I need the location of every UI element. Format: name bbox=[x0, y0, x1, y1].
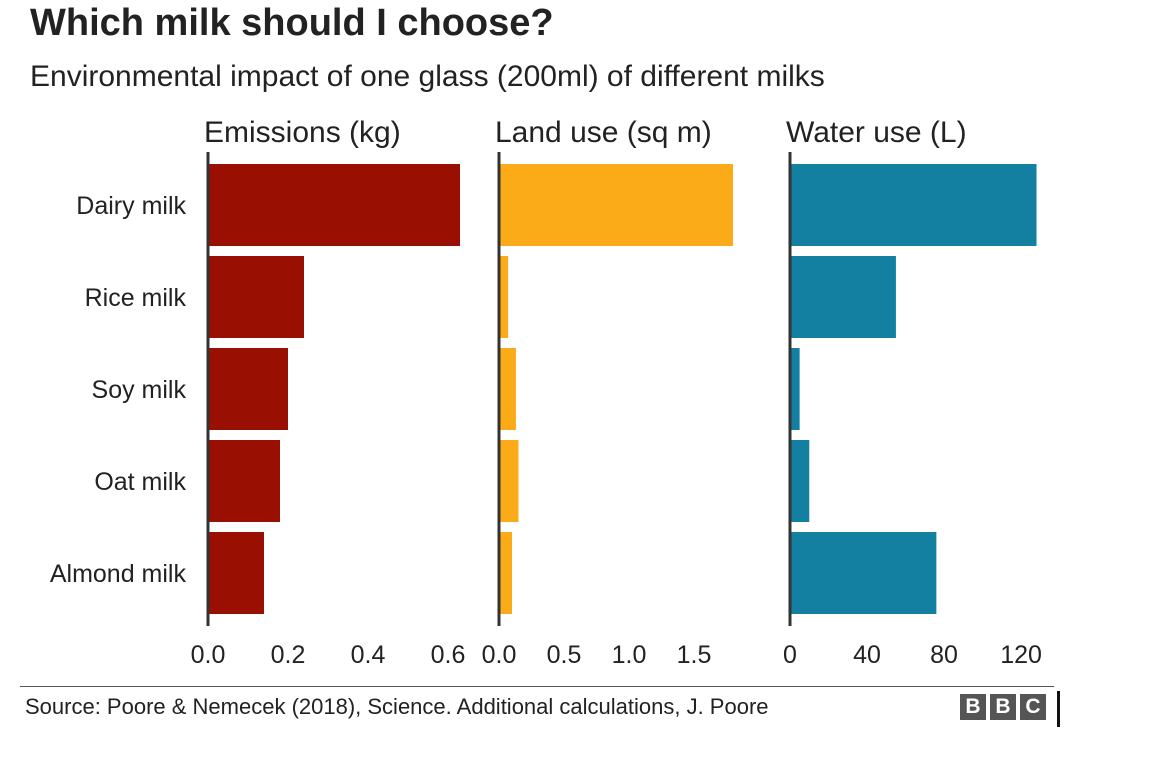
tick-label: 40 bbox=[853, 641, 881, 669]
panel-header: Emissions (kg) bbox=[204, 116, 401, 149]
chart-title: Which milk should I choose? bbox=[30, 2, 554, 44]
tick-label: 0.0 bbox=[191, 641, 226, 669]
chart-subtitle: Environmental impact of one glass (200ml… bbox=[30, 60, 825, 93]
bar bbox=[790, 440, 810, 522]
bar bbox=[208, 164, 460, 246]
tick-label: 0.6 bbox=[431, 641, 466, 669]
bar bbox=[790, 164, 1037, 246]
logo-letter-b2: B bbox=[990, 694, 1016, 720]
bar bbox=[499, 348, 516, 430]
panel-header: Water use (L) bbox=[786, 116, 967, 149]
tick-label: 0.0 bbox=[482, 641, 517, 669]
category-label: Rice milk bbox=[85, 284, 187, 312]
footer-divider bbox=[20, 686, 1054, 687]
bar bbox=[208, 256, 304, 338]
bar bbox=[499, 256, 509, 338]
logo-edge-bar bbox=[1057, 691, 1060, 727]
bar bbox=[208, 348, 288, 430]
logo-letter-c: C bbox=[1020, 694, 1046, 720]
tick-label: 1.0 bbox=[612, 641, 647, 669]
panel-header: Land use (sq m) bbox=[495, 116, 712, 149]
category-label: Oat milk bbox=[94, 468, 186, 496]
tick-label: 120 bbox=[1000, 641, 1042, 669]
tick-label: 0.5 bbox=[547, 641, 582, 669]
bar bbox=[499, 164, 733, 246]
tick-label: 0.4 bbox=[351, 641, 386, 669]
bar bbox=[208, 532, 264, 614]
bar bbox=[208, 440, 280, 522]
tick-label: 80 bbox=[930, 641, 958, 669]
milk-impact-chart: Dairy milk Rice milk Soy milk Oat milk Almon… bbox=[50, 116, 1042, 669]
tick-label: 0.2 bbox=[271, 641, 306, 669]
tick-label: 0 bbox=[783, 641, 797, 669]
category-label: Almond milk bbox=[50, 560, 187, 588]
category-label: Soy milk bbox=[92, 376, 187, 404]
bar bbox=[499, 532, 512, 614]
bbc-logo: B B C bbox=[960, 694, 1046, 720]
bar bbox=[790, 532, 937, 614]
bar bbox=[790, 348, 800, 430]
category-label: Dairy milk bbox=[76, 192, 186, 220]
logo-letter-b1: B bbox=[960, 694, 986, 720]
tick-label: 1.5 bbox=[677, 641, 712, 669]
source-note: Source: Poore & Nemecek (2018), Science.… bbox=[25, 694, 769, 719]
bar bbox=[790, 256, 896, 338]
bar bbox=[499, 440, 519, 522]
